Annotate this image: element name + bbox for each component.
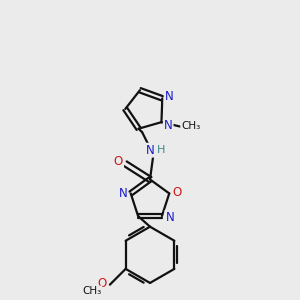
Text: O: O — [98, 277, 106, 290]
Text: N: N — [165, 90, 173, 103]
Text: N: N — [165, 211, 174, 224]
Text: O: O — [172, 186, 182, 199]
Text: N: N — [118, 187, 127, 200]
Text: N: N — [164, 119, 172, 132]
Text: CH₃: CH₃ — [181, 121, 200, 131]
Text: H: H — [156, 145, 165, 155]
Text: N: N — [146, 144, 154, 157]
Text: CH₃: CH₃ — [82, 286, 101, 296]
Text: O: O — [114, 155, 123, 168]
